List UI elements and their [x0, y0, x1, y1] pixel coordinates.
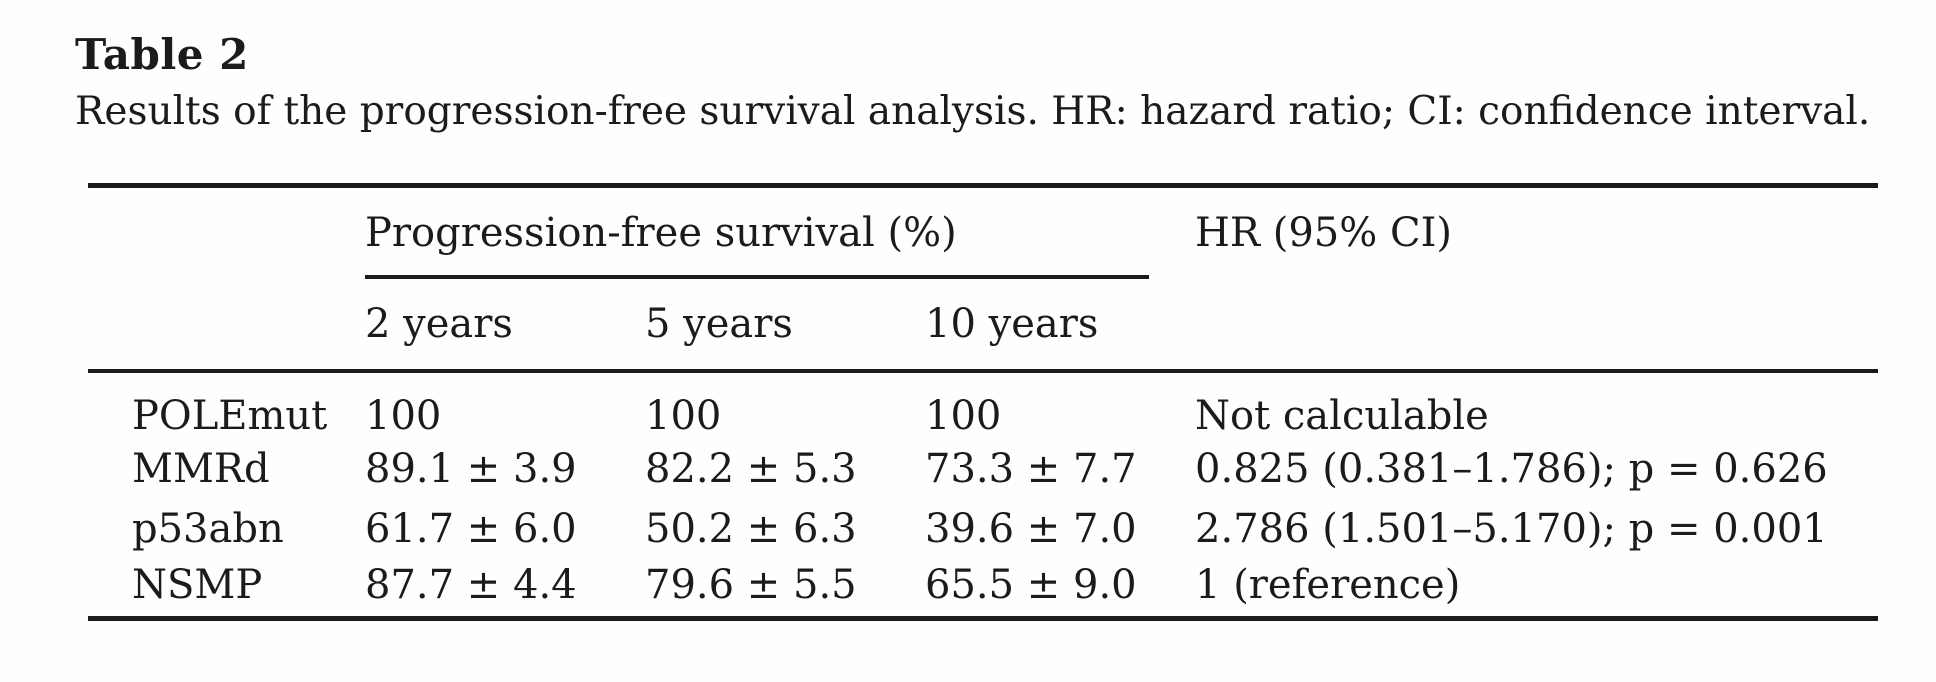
header-5-years: 5 years: [645, 278, 925, 373]
cell-2yr: 89.1 ± 3.9: [365, 445, 577, 492]
group-header-pfs: Progression-free survival (%): [365, 186, 1195, 279]
cell-hr: 2.786 (1.501–5.170); p = 0.001: [1195, 505, 1828, 552]
cell-hr: 1 (reference): [1195, 562, 1461, 609]
row-label: NSMP: [132, 562, 263, 609]
cell-10yr: 100: [925, 392, 1002, 439]
corner-cell: [88, 278, 365, 373]
cell-5yr: 79.6 ± 5.5: [645, 562, 857, 609]
cell-hr: 0.825 (0.381–1.786); p = 0.626: [1195, 445, 1828, 492]
table-row-mmrd: MMRd 89.1 ± 3.9 82.2 ± 5.3 73.3 ± 7.7 0.…: [88, 439, 1878, 499]
survival-results-table: Progression-free survival (%) HR (95% CI…: [88, 183, 1879, 621]
row-label: POLEmut: [132, 392, 328, 439]
cell-10yr: 73.3 ± 7.7: [925, 445, 1137, 492]
cell-5yr: 100: [645, 392, 722, 439]
cell-5yr: 50.2 ± 6.3: [645, 505, 857, 552]
cell-2yr: 100: [365, 392, 442, 439]
group-header-row: Progression-free survival (%) HR (95% CI…: [88, 186, 1878, 279]
cell-10yr: 65.5 ± 9.0: [925, 562, 1137, 609]
header-hr: HR (95% CI): [1195, 210, 1452, 257]
cell-2yr: 61.7 ± 6.0: [365, 505, 577, 552]
cell-hr: Not calculable: [1195, 392, 1489, 439]
table-title: Table 2: [75, 30, 249, 79]
table-row-p53abn: p53abn 61.7 ± 6.0 50.2 ± 6.3 39.6 ± 7.0 …: [88, 499, 1878, 559]
corner-cell: [88, 186, 365, 279]
header-2-years: 2 years: [365, 278, 645, 373]
sub-header-row: 2 years 5 years 10 years: [88, 278, 1879, 373]
table-row-polemut: POLEmut 100 100 100 Not calculable: [88, 371, 1878, 439]
row-label: MMRd: [132, 445, 270, 492]
header-10-years: 10 years: [925, 278, 1196, 373]
table-caption: Results of the progression-free survival…: [75, 89, 1871, 134]
table-row-nsmp: NSMP 87.7 ± 4.4 79.6 ± 5.5 65.5 ± 9.0 1 …: [88, 559, 1878, 619]
cell-10yr: 39.6 ± 7.0: [925, 505, 1137, 552]
cell-5yr: 82.2 ± 5.3: [645, 445, 857, 492]
cell-2yr: 87.7 ± 4.4: [365, 562, 577, 609]
empty-header-cell: [1195, 278, 1879, 373]
row-label: p53abn: [132, 505, 284, 552]
